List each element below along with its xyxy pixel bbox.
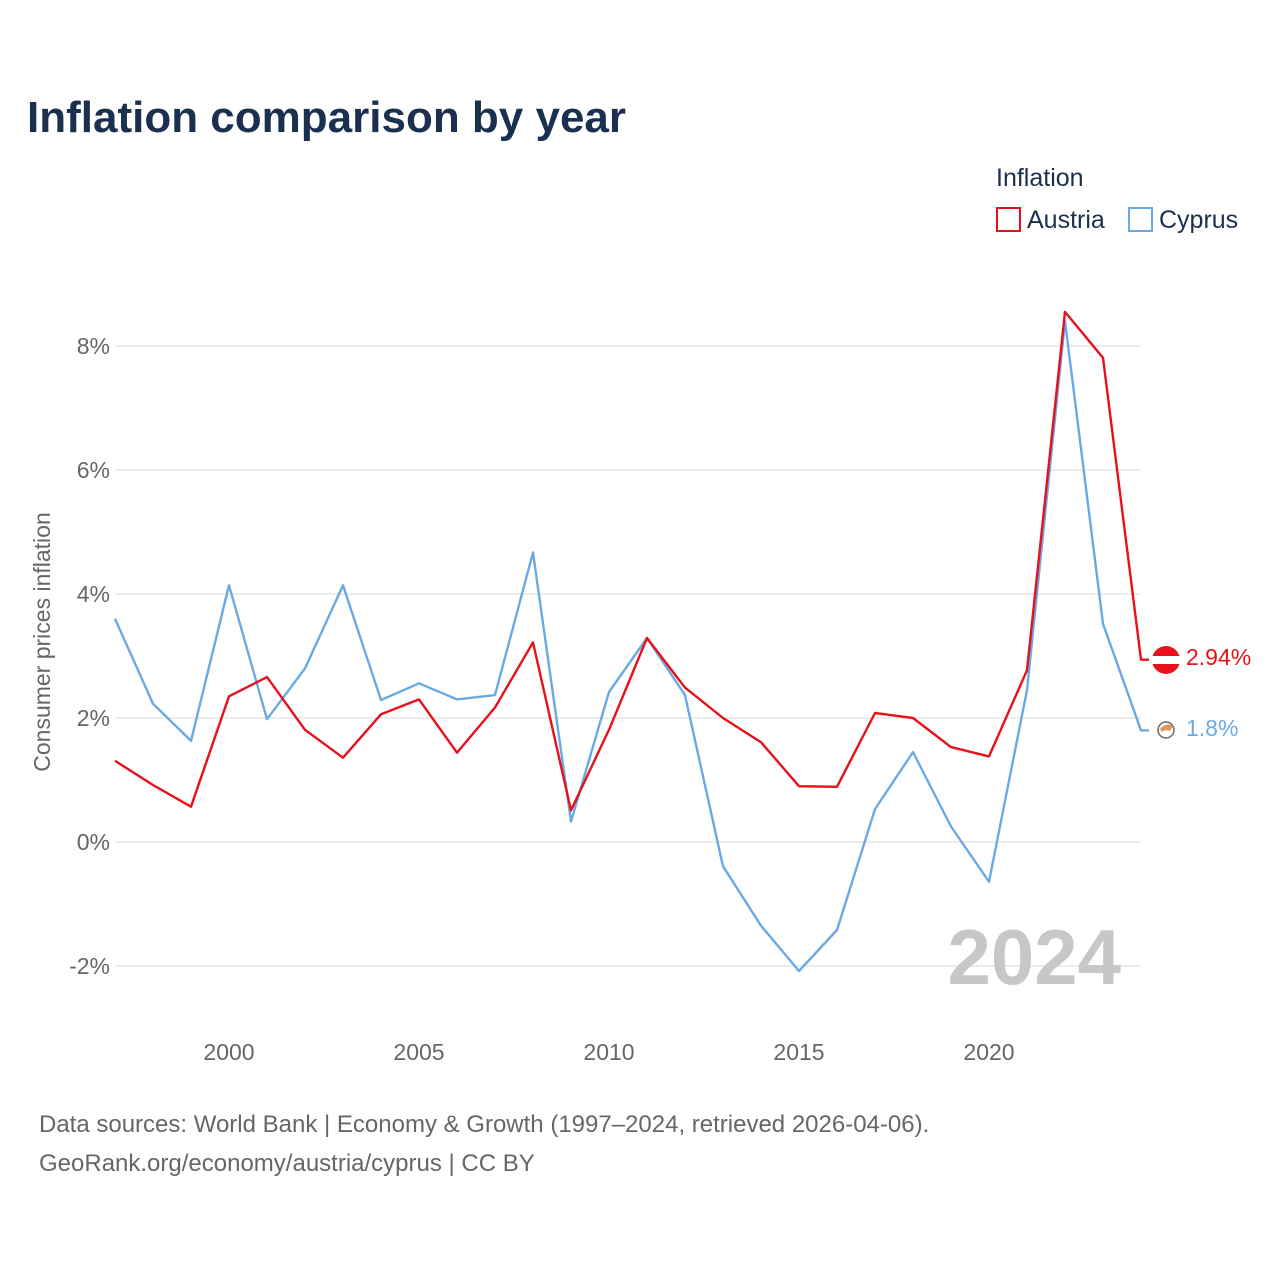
y-tick-label: -2% bbox=[69, 953, 110, 979]
year-watermark: 2024 bbox=[947, 913, 1121, 1001]
legend-label-austria: Austria bbox=[1027, 206, 1105, 234]
end-marker-austria bbox=[1152, 646, 1180, 674]
x-tick-label: 2005 bbox=[393, 1039, 444, 1065]
y-tick-label: 8% bbox=[77, 333, 110, 359]
x-axis-ticks: 2000 2005 2010 2015 2020 bbox=[203, 1039, 1014, 1065]
legend: Inflation Austria Cyprus bbox=[996, 164, 1238, 234]
austria-flag-stripe bbox=[1152, 656, 1180, 664]
end-label-austria: 2.94% bbox=[1186, 644, 1251, 670]
x-tick-label: 2010 bbox=[583, 1039, 634, 1065]
legend-swatch-austria bbox=[996, 207, 1021, 232]
end-label-cyprus: 1.8% bbox=[1186, 715, 1238, 741]
legend-item-cyprus[interactable]: Cyprus bbox=[1128, 206, 1238, 234]
legend-swatch-cyprus bbox=[1128, 207, 1153, 232]
y-tick-label: 0% bbox=[77, 829, 110, 855]
series-line-austria[interactable] bbox=[114, 310, 1149, 812]
legend-item-austria[interactable]: Austria bbox=[996, 206, 1105, 234]
series-line-cyprus[interactable] bbox=[113, 320, 1149, 973]
attribution-line[interactable]: GeoRank.org/economy/austria/cyprus | CC … bbox=[39, 1150, 535, 1177]
source-line: Data sources: World Bank | Economy & Gro… bbox=[39, 1111, 929, 1138]
cyprus-flag-island bbox=[1160, 724, 1173, 732]
series-lines bbox=[113, 310, 1149, 973]
end-marker-cyprus bbox=[1157, 721, 1175, 739]
x-tick-label: 2020 bbox=[963, 1039, 1014, 1065]
chart-title: Inflation comparison by year bbox=[27, 93, 626, 142]
x-tick-label: 2015 bbox=[773, 1039, 824, 1065]
legend-title: Inflation bbox=[996, 164, 1084, 192]
y-tick-label: 2% bbox=[77, 705, 110, 731]
y-axis-ticks: -2% 0% 2% 4% 6% 8% bbox=[69, 333, 110, 979]
x-tick-label: 2000 bbox=[203, 1039, 254, 1065]
y-axis-title: Consumer prices inflation bbox=[29, 512, 55, 772]
grid bbox=[115, 345, 1141, 967]
y-tick-label: 4% bbox=[77, 581, 110, 607]
legend-label-cyprus: Cyprus bbox=[1159, 206, 1238, 234]
y-tick-label: 6% bbox=[77, 457, 110, 483]
